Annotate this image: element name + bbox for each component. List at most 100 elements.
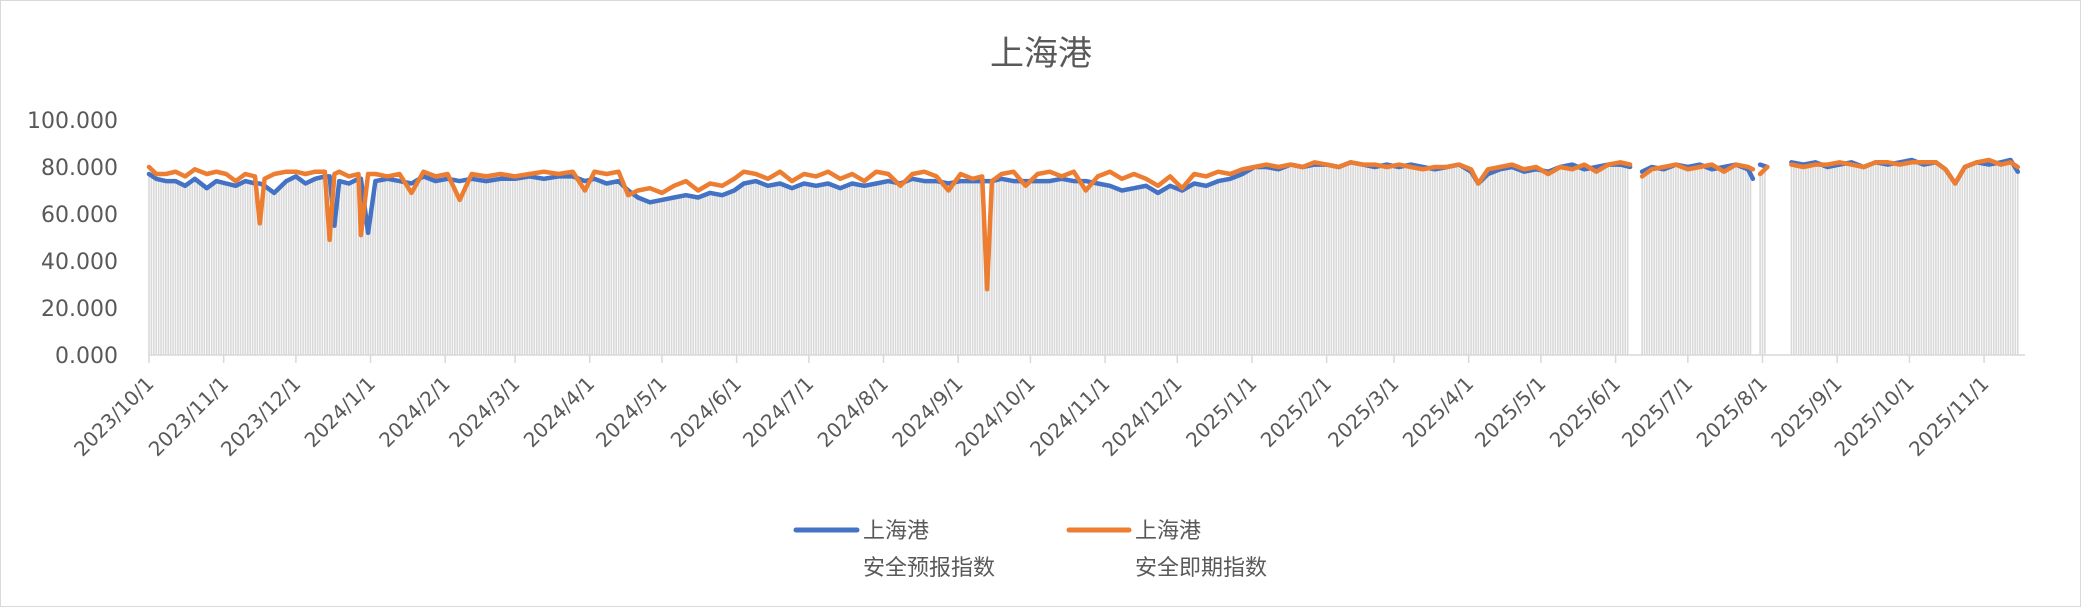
column-bar: [1617, 164, 1619, 355]
column-bar: [1381, 166, 1383, 355]
column-bar: [454, 189, 456, 355]
column-bar: [1402, 166, 1405, 355]
column-bar: [685, 195, 687, 355]
column-bar: [728, 192, 731, 355]
column-bar: [321, 176, 324, 355]
legend-item-series2[interactable]: 上海港 安全即期指数: [1066, 519, 1267, 581]
legend-item-series1[interactable]: 上海港 安全预报指数: [793, 519, 995, 581]
column-bar: [1740, 166, 1742, 355]
column-bar: [560, 176, 562, 355]
column-bar: [1971, 164, 1973, 355]
column-bar: [1195, 183, 1198, 355]
column-bar: [1961, 171, 1964, 355]
column-bar: [1874, 162, 1877, 355]
column-bar: [1272, 168, 1275, 355]
column-bar: [538, 177, 540, 355]
column-bar: [1865, 166, 1867, 355]
column-bar: [256, 199, 259, 355]
column-bar: [687, 195, 690, 355]
column-bar: [1116, 188, 1118, 355]
column-bar: [1525, 171, 1528, 355]
column-bar: [1624, 165, 1627, 355]
column-bar: [603, 182, 605, 355]
y-tick-label: 0.000: [55, 344, 118, 369]
column-bar: [1424, 168, 1427, 355]
column-bar: [974, 181, 976, 355]
column-bar: [1376, 166, 1378, 355]
column-bar: [1805, 166, 1807, 355]
column-bar: [1932, 162, 1935, 355]
column-bar: [297, 178, 300, 355]
column-bar: [1504, 168, 1506, 355]
column-bar: [663, 199, 666, 355]
column-bar: [581, 186, 584, 355]
column-bar: [441, 179, 444, 355]
column-bar: [420, 177, 422, 355]
column-bar: [690, 196, 692, 355]
column-bar: [776, 183, 779, 355]
column-bar: [637, 197, 639, 355]
column-bar: [391, 179, 394, 355]
column-bar: [1723, 171, 1725, 355]
column-bar: [889, 181, 892, 355]
column-bar: [954, 182, 957, 355]
column-bar: [227, 184, 230, 355]
column-bar: [834, 186, 837, 355]
column-bar: [1877, 162, 1879, 355]
column-bar: [1523, 171, 1525, 355]
column-bar: [1535, 169, 1537, 355]
column-bar: [1275, 168, 1277, 355]
column-bar: [220, 182, 223, 355]
column-bar: [1248, 169, 1251, 355]
column-bar: [1113, 187, 1116, 355]
column-bar: [1260, 167, 1263, 355]
column-bar: [1012, 181, 1015, 355]
column-bar: [1065, 179, 1068, 355]
column-bar: [986, 289, 988, 355]
column-bar: [935, 181, 938, 355]
column-bar: [1104, 184, 1106, 355]
column-bar: [1494, 171, 1496, 355]
column-bar: [803, 183, 805, 355]
column-bar: [1470, 171, 1472, 355]
column-bar: [1077, 181, 1080, 355]
column-bar: [1460, 166, 1463, 355]
column-bar: [1532, 169, 1535, 355]
column-bar: [562, 176, 565, 355]
column-bar: [769, 185, 772, 355]
column-bar: [1939, 165, 1942, 355]
column-bar: [1682, 167, 1684, 355]
column-bar: [1983, 163, 1985, 355]
column-bar: [343, 182, 345, 355]
column-bar: [656, 200, 658, 355]
x-tick-label: 2024/7/1: [738, 372, 818, 452]
column-bar: [1010, 180, 1012, 355]
column-bar: [543, 178, 545, 355]
column-bar: [1017, 181, 1020, 355]
x-tick-label: 2025/3/1: [1323, 372, 1403, 452]
column-bar: [644, 200, 646, 355]
column-bar: [160, 179, 162, 355]
column-bar: [1426, 168, 1429, 355]
series-line-spot-index: [1639, 162, 1756, 179]
column-bar: [1207, 184, 1210, 355]
column-bar: [875, 183, 878, 355]
column-bar: [824, 183, 827, 355]
column-bar: [1118, 189, 1121, 355]
column-bar: [1650, 169, 1653, 355]
column-bar: [1150, 188, 1152, 355]
column-bar: [981, 181, 984, 355]
column-bar: [1280, 168, 1282, 355]
x-tick-label: 2023/10/1: [69, 372, 158, 461]
column-bar: [1978, 162, 1981, 355]
column-bar: [225, 183, 227, 355]
column-bar: [964, 181, 967, 355]
column-bar: [511, 178, 514, 355]
column-bar: [1359, 164, 1362, 355]
column-bar: [494, 179, 497, 355]
column-bar: [1819, 164, 1822, 355]
column-bar: [1557, 168, 1559, 355]
column-bar: [1094, 182, 1097, 355]
column-bar: [1590, 168, 1593, 355]
column-bar: [2007, 162, 2009, 355]
